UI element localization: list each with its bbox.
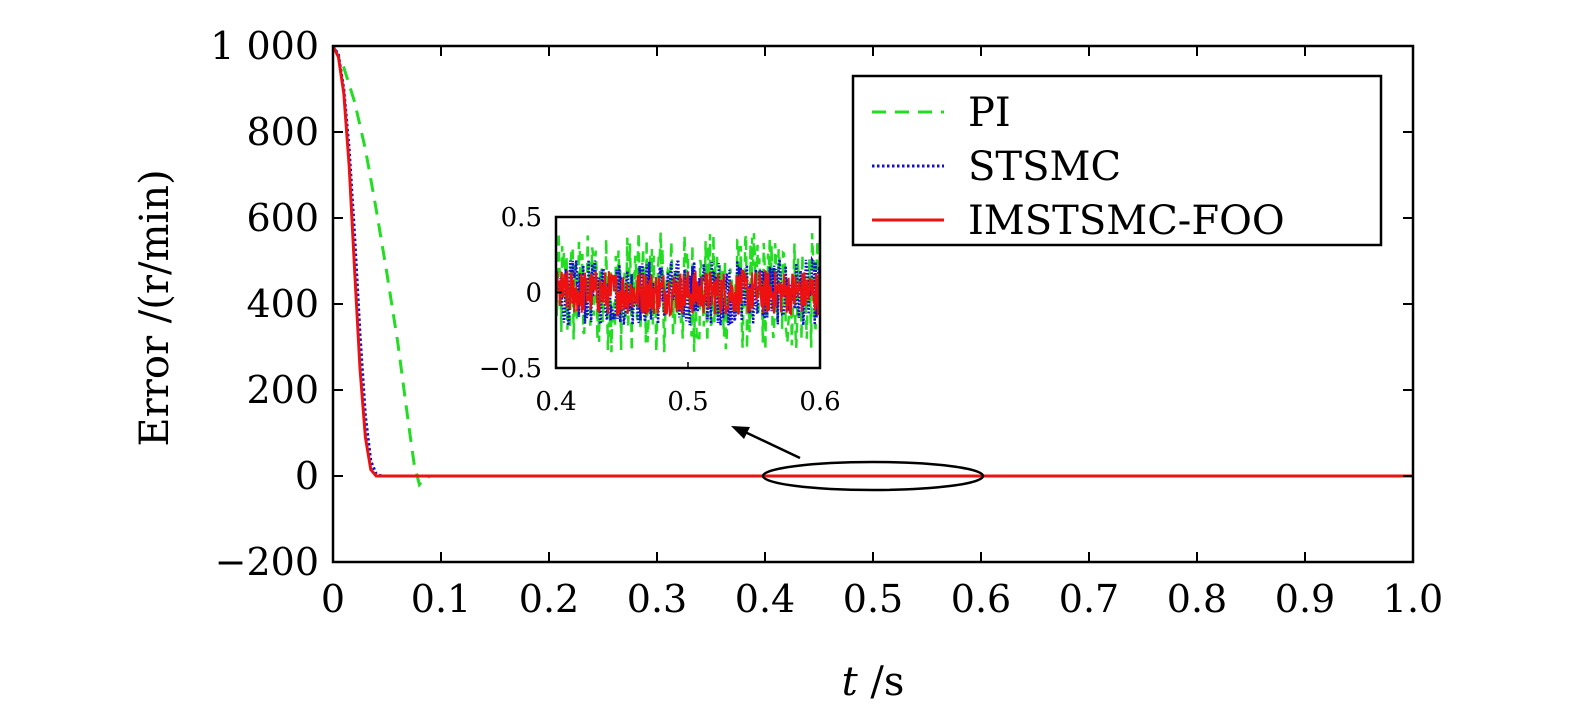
y-tick-label: 1 000 xyxy=(210,24,319,68)
legend-label: IMSTSMC-FOO xyxy=(968,198,1285,244)
inset-series-line-imstsmc-foo xyxy=(556,269,820,318)
main-plot: 0 0.1 0.2 0.3 0.4 0.5 0.6 0.7 0.8 0.9 1.0−20002004… xyxy=(132,24,1443,705)
x-axis-label: t /s xyxy=(842,659,905,705)
legend-label: PI xyxy=(968,90,1011,136)
x-tick-label: 0.8 xyxy=(1167,577,1227,621)
series-line-imstsmc-foo xyxy=(331,45,1413,478)
y-tick-label: 400 xyxy=(246,282,319,326)
y-axis-label: Error /(r/min) xyxy=(132,169,178,446)
inset-y-tick-label: 0.5 xyxy=(501,203,542,233)
inset-y-tick-label: −0.5 xyxy=(479,354,542,384)
inset-y-tick-label: 0 xyxy=(525,279,542,309)
series-group xyxy=(331,45,1413,488)
zoom-arrow-line xyxy=(744,430,801,460)
inset-series-line-pi xyxy=(556,232,820,353)
inset-x-tick-label: 0.5 xyxy=(667,387,708,417)
zoom-ellipse xyxy=(761,460,985,492)
inset-x-tick-label: 0.4 xyxy=(535,387,576,417)
zoom-arrow-head xyxy=(731,426,750,439)
inset-series-line-stsmc xyxy=(556,255,820,326)
y-tick-label: −200 xyxy=(215,540,319,584)
legend-box xyxy=(851,74,1383,247)
y-tick-label: 200 xyxy=(246,368,319,412)
zoom-annotation xyxy=(731,426,985,492)
x-tick-label: 0.4 xyxy=(735,577,795,621)
inset-plot: 0.4 0.5 0.6 −0.5 0 0.5 xyxy=(479,203,841,417)
inset-x-tick-label: 0.6 xyxy=(799,387,840,417)
legend-label: STSMC xyxy=(968,144,1121,190)
legend: PI STSMC IMSTSMC-FOO xyxy=(851,74,1383,247)
y-tick-label: 800 xyxy=(246,110,319,154)
y-tick-label: 600 xyxy=(246,196,319,240)
x-tick-label: 0.3 xyxy=(627,577,687,621)
x-tick-label: 0.1 xyxy=(411,577,471,621)
x-tick-label: 0.7 xyxy=(1059,577,1119,621)
x-tick-label: 0.2 xyxy=(519,577,579,621)
x-tick-label: 0.9 xyxy=(1275,577,1335,621)
y-tick-label: 0 xyxy=(295,454,319,498)
x-tick-label: 1.0 xyxy=(1383,577,1443,621)
inset-series-group xyxy=(556,232,820,353)
x-tick-label: 0.6 xyxy=(951,577,1011,621)
x-tick-label: 0 xyxy=(321,577,345,621)
x-tick-label: 0.5 xyxy=(843,577,903,621)
